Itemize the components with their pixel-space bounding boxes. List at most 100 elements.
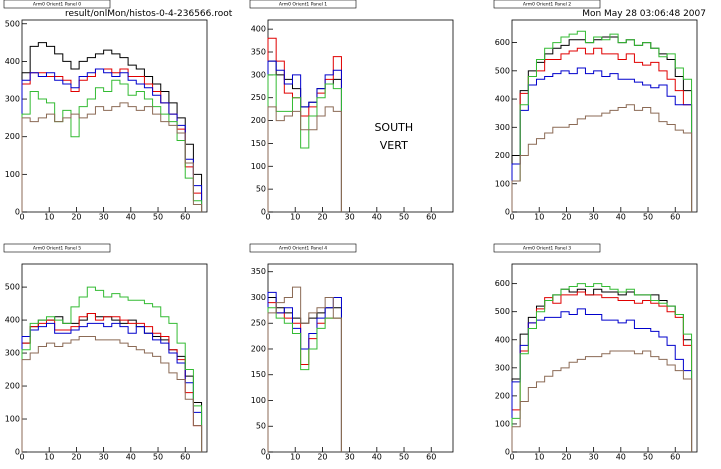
y-tick-label: 300 — [495, 363, 510, 372]
annotation: SOUTH — [374, 121, 413, 134]
title-box — [249, 0, 357, 9]
x-tick-label: 60 — [180, 213, 190, 222]
x-tick-label: 50 — [399, 453, 409, 462]
title-box — [493, 243, 601, 253]
x-tick-label: 20 — [317, 453, 327, 462]
x-tick-label: 50 — [643, 213, 653, 222]
x-tick-label: 10 — [290, 213, 300, 222]
x-tick-label: 0 — [265, 453, 270, 462]
y-tick-label: 100 — [5, 170, 20, 179]
x-tick-label: 20 — [71, 213, 81, 222]
y-tick-label: 500 — [5, 19, 20, 28]
x-tick-label: 50 — [153, 453, 163, 462]
y-tick-label: 300 — [251, 70, 266, 79]
x-tick-label: 40 — [126, 453, 136, 462]
panel-title: Arm0 Orient1 Panel 1 — [279, 2, 327, 8]
y-tick-label: 250 — [251, 93, 266, 102]
y-tick-label: 100 — [495, 419, 510, 428]
y-tick-label: 400 — [495, 335, 510, 344]
histogram-line — [511, 30, 693, 212]
x-tick-label: 50 — [153, 213, 163, 222]
histogram-line — [267, 307, 342, 452]
x-tick-label: 30 — [99, 453, 109, 462]
y-tick-label: 0 — [505, 208, 510, 217]
y-tick-label: 300 — [495, 123, 510, 132]
histogram-line — [511, 283, 693, 452]
histogram-line — [21, 336, 203, 452]
x-tick-label: 40 — [126, 213, 136, 222]
y-tick-label: 300 — [5, 349, 20, 358]
y-tick-label: 400 — [5, 316, 20, 325]
histogram-line — [267, 60, 342, 212]
panel-title: Arm0 Orient1 Panel 2 — [523, 2, 571, 8]
y-tick-label: 0 — [261, 208, 266, 217]
x-tick-label: 50 — [399, 213, 409, 222]
panel-title: Arm0 Orient1 Panel 0 — [33, 2, 81, 8]
y-tick-label: 400 — [5, 57, 20, 66]
frame — [511, 263, 698, 453]
x-tick-label: 30 — [589, 213, 599, 222]
x-tick-label: 50 — [643, 453, 653, 462]
y-tick-label: 200 — [495, 391, 510, 400]
y-tick-label: 600 — [495, 38, 510, 47]
histogram-line — [21, 68, 203, 212]
histogram-line — [267, 37, 342, 212]
x-tick-label: 0 — [509, 213, 514, 222]
histogram-line — [511, 288, 693, 452]
histogram-line — [21, 322, 203, 452]
histogram-line — [21, 79, 203, 212]
y-tick-label: 150 — [251, 370, 266, 379]
histogram-line — [21, 42, 203, 212]
title-box — [493, 0, 601, 9]
x-tick-label: 20 — [561, 453, 571, 462]
y-tick-label: 100 — [495, 179, 510, 188]
title-box — [249, 243, 357, 253]
y-tick-label: 0 — [15, 208, 20, 217]
x-tick-label: 60 — [426, 213, 436, 222]
y-tick-label: 0 — [15, 448, 20, 457]
frame — [511, 19, 698, 213]
x-tick-label: 10 — [534, 453, 544, 462]
y-tick-label: 100 — [5, 415, 20, 424]
y-tick-label: 200 — [251, 344, 266, 353]
x-tick-label: 30 — [345, 453, 355, 462]
y-tick-label: 500 — [495, 66, 510, 75]
x-tick-label: 60 — [426, 453, 436, 462]
title-box — [3, 243, 111, 253]
x-tick-label: 20 — [561, 213, 571, 222]
panel-title: Arm0 Orient1 Panel 5 — [33, 246, 81, 252]
y-tick-label: 50 — [256, 422, 266, 431]
x-tick-label: 0 — [265, 213, 270, 222]
x-tick-label: 40 — [372, 213, 382, 222]
y-tick-label: 100 — [251, 162, 266, 171]
x-tick-label: 10 — [44, 453, 54, 462]
x-tick-label: 0 — [509, 453, 514, 462]
histogram-line — [511, 67, 693, 212]
y-tick-label: 50 — [256, 185, 266, 194]
histogram-line — [511, 104, 693, 212]
x-tick-label: 10 — [534, 213, 544, 222]
x-tick-label: 40 — [616, 213, 626, 222]
annotation: VERT — [380, 139, 408, 152]
histogram-line — [511, 47, 693, 212]
y-tick-label: 0 — [261, 448, 266, 457]
y-tick-label: 500 — [495, 307, 510, 316]
file-name: result/onlMon/histos-0-4-236566.root — [65, 9, 233, 19]
x-tick-label: 10 — [44, 213, 54, 222]
x-tick-label: 0 — [19, 213, 24, 222]
x-tick-label: 60 — [670, 453, 680, 462]
title-box — [3, 0, 111, 9]
histogram-line — [267, 286, 342, 452]
histogram-line — [511, 350, 693, 452]
y-tick-label: 0 — [505, 448, 510, 457]
histogram-line — [21, 102, 203, 212]
y-tick-label: 250 — [251, 319, 266, 328]
x-tick-label: 40 — [616, 453, 626, 462]
histogram-line — [21, 286, 203, 452]
y-tick-label: 400 — [251, 25, 266, 34]
y-tick-label: 350 — [251, 267, 266, 276]
x-tick-label: 0 — [19, 453, 24, 462]
y-tick-label: 150 — [251, 139, 266, 148]
